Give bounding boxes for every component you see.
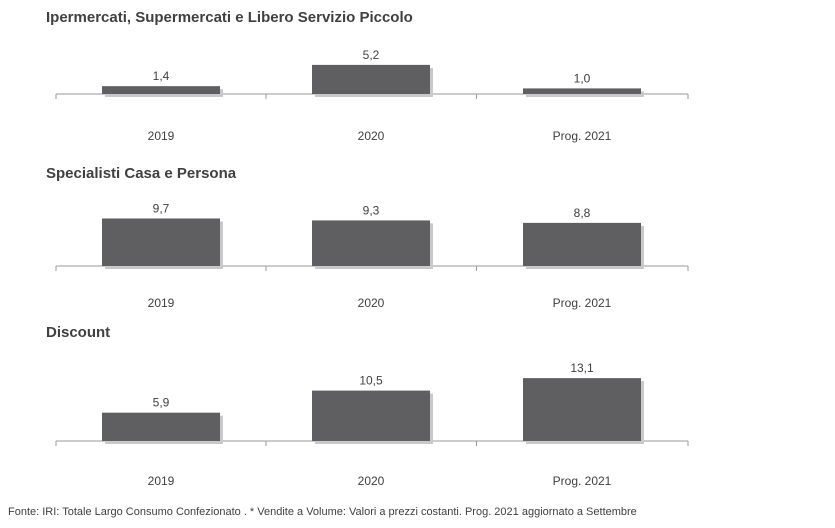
chart-title: Specialisti Casa e Persona [46,165,237,182]
category-label: Prog. 2021 [553,129,612,143]
data-label: 1,4 [153,69,170,83]
data-label: 9,7 [153,201,170,215]
bar-2019 [102,218,220,266]
category-label: Prog. 2021 [553,474,612,488]
category-label: 2020 [358,474,385,488]
source-note: Fonte: IRI: Totale Largo Consumo Confezi… [8,506,637,518]
category-label: 2019 [148,474,175,488]
bar-2020 [312,220,430,266]
data-label: 9,3 [363,203,380,217]
category-label: 2019 [148,296,175,310]
data-label: 13,1 [570,361,594,375]
chart-panel-3: Discount 5,9 2019 10,5 2020 13,1 Prog. 2021 [46,324,689,488]
bar-2019 [102,412,220,441]
bar-2019 [102,86,220,94]
data-label: 5,9 [153,396,170,410]
data-label: 8,8 [574,206,591,220]
bar-2020 [312,64,430,94]
bar-shadow [526,91,644,97]
category-label: 2019 [148,129,175,143]
bar-prog-2021 [523,222,641,266]
category-label: 2020 [358,296,385,310]
bar-2020 [312,390,430,441]
data-label: 10,5 [359,374,383,388]
bar-prog-2021 [523,88,641,94]
chart-title: Discount [46,324,110,341]
category-label: 2020 [358,129,385,143]
data-label: 5,2 [363,48,380,62]
data-label: 1,0 [574,71,591,85]
chart-panel-1: Ipermercati, Supermercati e Libero Servi… [46,9,689,143]
bar-prog-2021 [523,378,641,441]
category-label: Prog. 2021 [553,296,612,310]
chart-title: Ipermercati, Supermercati e Libero Servi… [46,9,413,26]
charts-canvas: Ipermercati, Supermercati e Libero Servi… [46,9,689,488]
chart-panel-2: Specialisti Casa e Persona 9,7 2019 9,3 2020… [46,165,689,310]
